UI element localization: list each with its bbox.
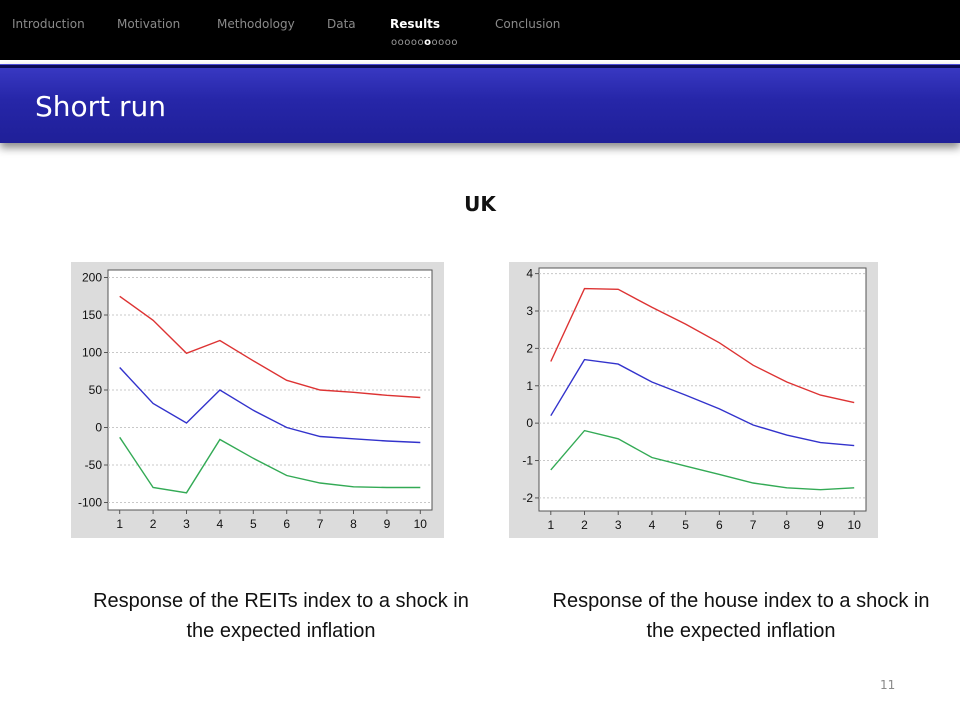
- house-chart-caption: Response of the house index to a shock i…: [552, 590, 930, 642]
- reits-chart-caption: Response of the REITs index to a shock i…: [93, 590, 469, 642]
- x-tick-label: 7: [750, 518, 757, 532]
- slide-progress-dots[interactable]: oooooooooo: [391, 37, 458, 48]
- series-line-upper-band: [550, 287, 855, 404]
- y-tick-label: 0: [526, 416, 533, 430]
- y-tick-label: 4: [526, 267, 533, 281]
- series-line-lower-band: [550, 429, 855, 491]
- nav-item-motivation[interactable]: Motivation: [117, 17, 181, 31]
- y-tick-label: 2: [526, 341, 533, 355]
- x-tick-label: 1: [547, 518, 554, 532]
- nav-item-data[interactable]: Data: [327, 17, 356, 31]
- x-tick-label: 5: [682, 518, 689, 532]
- x-tick-label: 2: [150, 517, 157, 531]
- y-tick-label: -1: [522, 454, 533, 468]
- x-tick-label: 9: [384, 517, 391, 531]
- series-line-upper-band: [119, 295, 421, 399]
- page-title: Short run: [35, 90, 167, 123]
- chart-group-title: UK: [464, 192, 496, 216]
- x-tick-label: 9: [817, 518, 824, 532]
- x-tick-label: 1: [116, 517, 123, 531]
- x-tick-label: 7: [317, 517, 324, 531]
- nav-item-introduction[interactable]: Introduction: [12, 17, 85, 31]
- y-tick-label: -2: [522, 491, 533, 505]
- page-number: 11: [880, 678, 896, 692]
- y-tick-label: 100: [82, 346, 102, 360]
- progress-dots-after: oooo: [431, 37, 458, 48]
- x-tick-label: 3: [183, 517, 190, 531]
- progress-dot-current: o: [424, 37, 432, 48]
- y-tick-label: 50: [89, 383, 103, 397]
- progress-dots-before: ooooo: [391, 37, 425, 48]
- house-response-chart: 4 3 2 1 0 -1 -2 1 2 3 4 5 6 7 8 9 10: [509, 262, 878, 538]
- x-tick-label: 10: [848, 518, 862, 532]
- y-tick-label: -50: [85, 458, 103, 472]
- series-line-response: [119, 367, 421, 444]
- chart-svg: 200 150 100 50 0 -50 -100 1 2 3 4 5 6 7 8 9 10: [78, 269, 433, 531]
- y-tick-label: 3: [526, 304, 533, 318]
- title-bar: Short run: [0, 64, 960, 143]
- series-line-lower-band: [119, 436, 421, 494]
- nav-item-methodology[interactable]: Methodology: [217, 17, 295, 31]
- x-tick-label: 2: [581, 518, 588, 532]
- y-tick-label: 0: [95, 421, 102, 435]
- x-tick-label: 3: [615, 518, 622, 532]
- nav-item-conclusion[interactable]: Conclusion: [495, 17, 561, 31]
- y-tick-label: -100: [78, 496, 102, 510]
- y-tick-label: 200: [82, 271, 102, 285]
- x-tick-label: 6: [283, 517, 290, 531]
- reits-response-chart: 200 150 100 50 0 -50 -100 1 2 3 4 5 6 7 8 9 10: [71, 262, 444, 538]
- y-tick-label: 1: [526, 379, 533, 393]
- nav-item-results[interactable]: Results: [390, 17, 441, 31]
- plot-area: [538, 267, 867, 512]
- y-tick-label: 150: [82, 308, 102, 322]
- x-tick-label: 10: [414, 517, 428, 531]
- x-tick-label: 8: [350, 517, 357, 531]
- x-tick-label: 6: [716, 518, 723, 532]
- series-line-response: [550, 358, 855, 447]
- x-tick-label: 8: [783, 518, 790, 532]
- x-tick-label: 4: [649, 518, 656, 532]
- x-tick-label: 4: [217, 517, 224, 531]
- section-navigation-bar: Introduction Motivation Methodology Data…: [0, 0, 960, 60]
- x-tick-label: 5: [250, 517, 257, 531]
